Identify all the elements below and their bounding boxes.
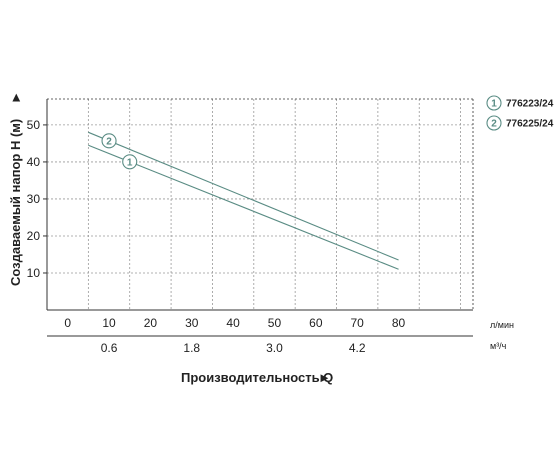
x-tick-label-lpm: 50 xyxy=(268,316,282,330)
x-tick-labels-m3h: 0.6 1.8 3.0 4.2 xyxy=(101,341,366,355)
series-marker-1 xyxy=(122,154,138,170)
x-axis-arrow-icon: ► xyxy=(318,370,331,385)
axes xyxy=(43,98,474,337)
x-tick-label-m3h: 0.6 xyxy=(101,341,118,355)
x-tick-label-lpm: 80 xyxy=(392,316,406,330)
legend-badge xyxy=(486,115,502,131)
y-axis-title: Создаваемый напор H (м) xyxy=(8,119,23,286)
y-tick-label: 30 xyxy=(27,192,41,206)
x-tick-label-lpm: 30 xyxy=(185,316,199,330)
series-lines: 12 xyxy=(88,131,399,270)
y-tick-label: 20 xyxy=(27,229,41,243)
legend-series-name: 776225/24 xyxy=(506,119,554,130)
x-tick-label-lpm: 70 xyxy=(351,316,365,330)
x-tick-label-m3h: 1.8 xyxy=(183,341,200,355)
series-marker-label: 2 xyxy=(106,136,112,147)
legend-badge-label: 2 xyxy=(491,119,497,130)
gridlines xyxy=(47,99,473,310)
legend: 1 776223/24 2 776225/24 xyxy=(486,95,554,131)
x-tick-label-lpm: 10 xyxy=(102,316,116,330)
x-unit-lpm: л/мин xyxy=(490,320,514,330)
legend-badge xyxy=(486,95,502,111)
legend-series-name: 776223/24 xyxy=(506,99,554,110)
y-axis-arrow-icon: ► xyxy=(8,91,23,104)
legend-badge-label: 1 xyxy=(491,99,497,110)
x-axis-title-group: Производительность Q ► xyxy=(181,370,333,385)
y-tick-label: 40 xyxy=(27,155,41,169)
y-tick-label: 10 xyxy=(27,266,41,280)
x-tick-label-lpm: 60 xyxy=(309,316,323,330)
x-tick-label-m3h: 3.0 xyxy=(266,341,283,355)
x-axis-title: Производительность Q xyxy=(181,370,333,385)
y-axis-title-group: Создаваемый напор H (м) ► xyxy=(8,91,23,286)
x-tick-label-lpm: 40 xyxy=(226,316,240,330)
y-tick-labels: 10 20 30 40 50 xyxy=(27,118,41,280)
x-tick-label-m3h: 4.2 xyxy=(349,341,366,355)
y-tick-label: 50 xyxy=(27,118,41,132)
series-marker-label: 1 xyxy=(127,157,133,168)
series-marker-2 xyxy=(101,133,117,149)
x-tick-labels-lpm: 0 10 20 30 40 50 60 70 80 xyxy=(64,316,405,330)
x-tick-label-lpm: 0 xyxy=(64,316,71,330)
x-unit-m3h: м³/ч xyxy=(490,341,507,351)
x-tick-label-lpm: 20 xyxy=(144,316,158,330)
series-line-2 xyxy=(88,131,399,261)
series-line-1 xyxy=(88,144,399,270)
